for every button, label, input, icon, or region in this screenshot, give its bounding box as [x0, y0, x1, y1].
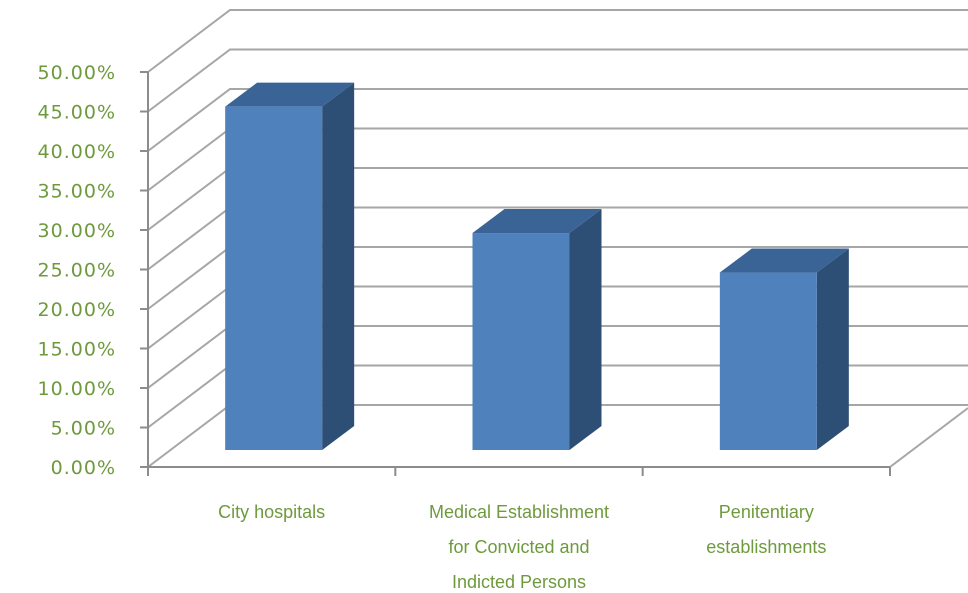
bar-front-face	[472, 233, 570, 450]
chart-axes	[140, 71, 968, 476]
bar-front-face	[225, 106, 323, 451]
x-category-label-line: City hospitals	[218, 502, 325, 522]
bars	[225, 82, 849, 451]
floor-right-edge	[889, 407, 968, 468]
x-category-label: Penitentiary establishments	[706, 502, 826, 557]
x-category-label-line: for Convicted and	[448, 537, 589, 557]
y-tick-label: 15.00%	[38, 339, 116, 361]
x-category-label-line: Medical Establishment	[429, 502, 609, 522]
y-tick-label: 5.00%	[51, 418, 116, 440]
bar-side-face	[569, 209, 602, 450]
y-tick-label: 10.00%	[38, 378, 116, 400]
x-category-label-line: Indicted Persons	[452, 572, 586, 592]
bar-top-face	[472, 209, 602, 234]
y-tick-label: 45.00%	[38, 102, 116, 124]
gridline	[147, 9, 968, 73]
y-tick-label: 20.00%	[38, 299, 116, 321]
y-tick-label: 30.00%	[38, 220, 116, 242]
y-tick-label: 35.00%	[38, 181, 116, 203]
x-category-label-line: Penitentiary	[719, 502, 814, 522]
x-axis-category-labels: City hospitals Medical Establishment for C…	[218, 502, 826, 592]
bar	[719, 248, 849, 450]
gridline	[147, 48, 968, 113]
bar-front-face	[719, 272, 817, 450]
x-category-label: Medical Establishment for Convicted and In…	[429, 502, 609, 592]
bar-side-face	[816, 248, 849, 450]
x-category-label-line: establishments	[706, 537, 826, 557]
y-tick-label: 25.00%	[38, 260, 116, 282]
bar-side-face	[322, 82, 355, 451]
y-tick-label: 0.00%	[51, 457, 116, 479]
bar	[225, 82, 355, 451]
x-category-label: City hospitals	[218, 502, 325, 522]
bar-top-face	[225, 82, 355, 107]
bar	[472, 209, 602, 450]
y-tick-label: 40.00%	[38, 141, 116, 163]
y-tick-label: 50.00%	[38, 62, 116, 84]
bar-top-face	[719, 248, 849, 273]
gridline	[147, 88, 968, 152]
y-axis-tick-labels: 0.00% 5.00% 10.00% 15.00% 20.00% 25.00% 30.00%…	[38, 62, 116, 479]
